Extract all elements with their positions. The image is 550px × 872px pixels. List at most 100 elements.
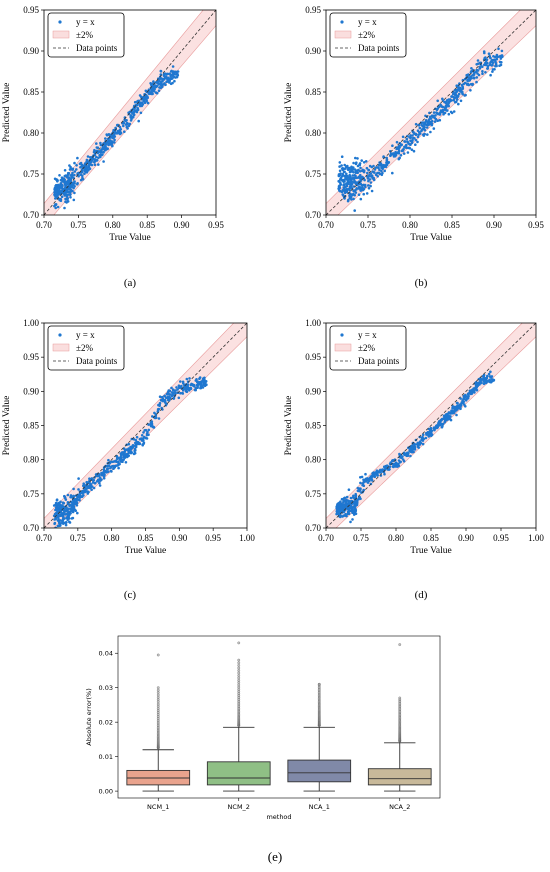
data-point bbox=[340, 164, 343, 167]
data-point bbox=[495, 57, 499, 61]
x-tick-label: 0.80 bbox=[388, 533, 404, 543]
data-point bbox=[177, 396, 181, 400]
data-point bbox=[340, 155, 344, 158]
data-point bbox=[475, 76, 479, 79]
data-point bbox=[73, 161, 76, 165]
data-point bbox=[77, 498, 81, 502]
x-tick-label: 1.00 bbox=[239, 533, 255, 543]
data-point bbox=[72, 487, 75, 491]
data-point bbox=[432, 111, 436, 114]
data-point bbox=[498, 60, 502, 64]
data-point bbox=[364, 479, 368, 483]
data-point bbox=[447, 416, 451, 420]
data-point bbox=[68, 184, 71, 188]
data-point bbox=[421, 439, 425, 442]
data-point bbox=[424, 119, 428, 122]
data-point bbox=[153, 415, 156, 419]
data-point bbox=[338, 184, 342, 187]
data-point bbox=[352, 509, 355, 512]
data-point bbox=[336, 507, 340, 510]
data-point bbox=[355, 503, 359, 507]
data-point bbox=[61, 528, 64, 531]
data-point bbox=[429, 117, 433, 120]
data-point bbox=[75, 168, 78, 171]
data-point bbox=[54, 184, 57, 188]
data-point bbox=[487, 372, 491, 376]
data-point bbox=[53, 204, 56, 208]
y-tick-label: 0.80 bbox=[305, 128, 321, 138]
data-point bbox=[69, 495, 72, 499]
data-point bbox=[493, 68, 496, 71]
data-point bbox=[346, 182, 349, 186]
data-point bbox=[171, 77, 174, 80]
data-point bbox=[100, 478, 103, 481]
data-point bbox=[67, 180, 71, 183]
data-point bbox=[354, 494, 358, 498]
data-point bbox=[409, 454, 412, 458]
data-point bbox=[394, 153, 398, 157]
data-point bbox=[144, 89, 148, 93]
box-nca-2 bbox=[367, 643, 432, 792]
data-point bbox=[414, 138, 418, 142]
plot-area bbox=[44, 323, 247, 531]
data-point bbox=[101, 145, 105, 149]
data-point bbox=[408, 142, 411, 146]
identity-line bbox=[326, 323, 536, 528]
panel-label: (e) bbox=[268, 849, 282, 864]
data-point bbox=[478, 65, 482, 69]
data-point bbox=[58, 198, 61, 202]
data-point bbox=[185, 390, 189, 394]
data-point bbox=[489, 376, 493, 379]
data-point bbox=[446, 99, 449, 102]
data-point bbox=[116, 129, 120, 133]
data-point bbox=[489, 73, 492, 77]
data-point bbox=[489, 61, 492, 64]
data-point bbox=[87, 486, 90, 490]
x-tick-label: 0.80 bbox=[105, 220, 121, 230]
data-point bbox=[432, 127, 436, 130]
data-point bbox=[112, 464, 115, 468]
data-point bbox=[443, 421, 447, 424]
data-point bbox=[352, 161, 355, 165]
outliers bbox=[156, 653, 160, 750]
data-point bbox=[338, 180, 341, 183]
data-point bbox=[400, 456, 403, 460]
data-point bbox=[132, 108, 135, 111]
data-point bbox=[103, 148, 107, 152]
panel-label: (a) bbox=[124, 277, 137, 289]
data-point bbox=[75, 164, 78, 167]
data-point bbox=[345, 495, 349, 499]
x-tick-label: 0.95 bbox=[205, 533, 221, 543]
data-point bbox=[484, 56, 487, 59]
data-point bbox=[351, 511, 354, 514]
data-point bbox=[104, 137, 107, 140]
data-point bbox=[463, 94, 467, 97]
data-point bbox=[70, 509, 73, 513]
data-point bbox=[471, 389, 475, 393]
data-point bbox=[346, 199, 350, 203]
y-tick-label: 0.75 bbox=[23, 169, 39, 179]
data-point bbox=[376, 175, 380, 178]
data-point bbox=[160, 395, 164, 399]
data-point bbox=[356, 489, 360, 493]
data-point bbox=[402, 147, 405, 151]
data-point bbox=[398, 146, 401, 149]
data-point bbox=[97, 478, 100, 482]
data-point bbox=[486, 380, 490, 383]
data-point bbox=[196, 386, 199, 390]
outlier-point bbox=[398, 696, 402, 700]
data-point bbox=[469, 71, 473, 74]
data-point bbox=[125, 125, 129, 129]
data-point bbox=[141, 437, 145, 440]
data-point bbox=[68, 177, 71, 181]
data-point bbox=[379, 471, 382, 474]
identity-line bbox=[326, 10, 536, 215]
x-tick-label: 0.80 bbox=[104, 533, 120, 543]
outlier-point bbox=[237, 676, 241, 680]
data-point bbox=[491, 378, 495, 382]
data-point bbox=[179, 391, 182, 395]
data-point bbox=[383, 465, 386, 469]
data-point bbox=[430, 119, 434, 123]
legend: y = x ±2% Data points bbox=[47, 325, 125, 371]
data-point bbox=[426, 133, 429, 136]
